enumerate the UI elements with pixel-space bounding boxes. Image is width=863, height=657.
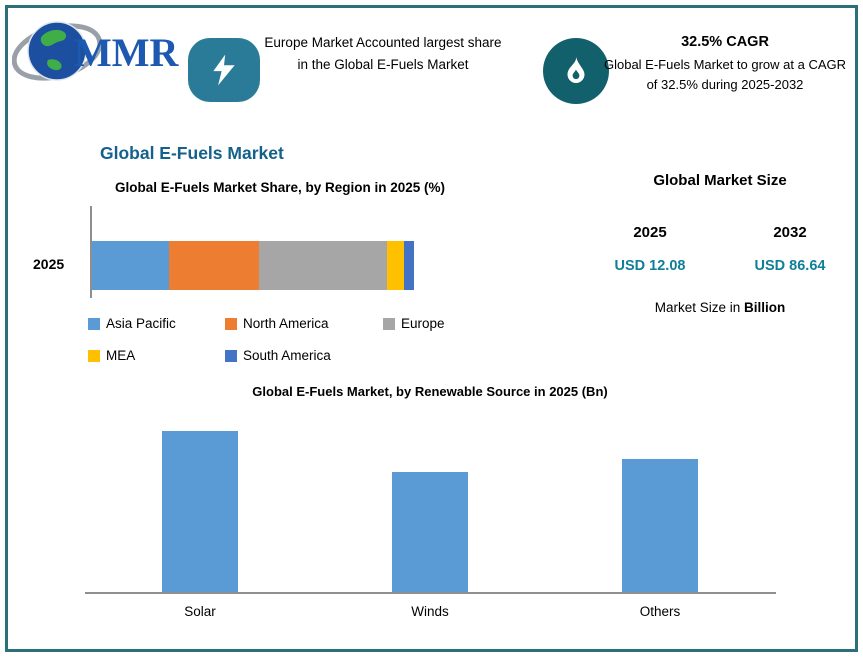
page-title: Global E-Fuels Market (100, 143, 284, 163)
lightning-badge (188, 38, 260, 102)
market-size-unit: Market Size in Billion (600, 300, 840, 315)
bar-solar (162, 431, 238, 592)
region-chart-category: 2025 (33, 256, 65, 272)
cagr-block: 32.5% CAGR Global E-Fuels Market to grow… (600, 34, 850, 95)
segment-asia-pacific (92, 241, 170, 290)
legend-label-asia-pacific: Asia Pacific (106, 316, 176, 331)
segment-south-america (404, 241, 414, 290)
logo-text: MMR (74, 30, 180, 75)
bar-label-winds: Winds (411, 604, 449, 619)
bar-label-others: Others (639, 604, 681, 619)
lightning-icon (213, 54, 235, 86)
market-size-value-2025: USD 12.08 (614, 258, 686, 274)
market-size-unit-bold: Billion (744, 300, 786, 315)
segment-europe (259, 241, 387, 290)
legend-label-mea: MEA (106, 348, 136, 363)
legend-item-asia-pacific: Asia Pacific (88, 316, 225, 331)
market-size-unit-prefix: Market Size in (654, 300, 745, 315)
cagr-title: 32.5% CAGR (681, 34, 769, 50)
source-chart-title: Global E-Fuels Market, by Renewable Sour… (252, 384, 608, 399)
region-chart-title: Global E-Fuels Market Share, by Region i… (114, 180, 446, 195)
cagr-body: Global E-Fuels Market to grow at a CAGR … (603, 57, 847, 93)
flame-badge (543, 38, 609, 104)
market-size-value-2032: USD 86.64 (754, 258, 826, 274)
legend-swatch-north-america (225, 317, 237, 330)
highlight-text: Europe Market Accounted largest share in… (264, 35, 502, 73)
flame-icon (567, 56, 585, 84)
mmr-logo: MMR (12, 21, 180, 81)
market-size-title: Global Market Size (653, 172, 787, 189)
legend-item-south-america: South America (225, 348, 383, 363)
legend-label-north-america: North America (243, 316, 329, 331)
legend-label-south-america: South America (243, 348, 331, 363)
legend-item-mea: MEA (88, 348, 225, 363)
segment-mea (386, 241, 405, 290)
bar-others (622, 459, 698, 592)
region-legend: Asia Pacific North America Europe MEA South … (88, 316, 460, 363)
source-chart-axis (85, 592, 776, 594)
market-size-year-2025: 2025 (633, 224, 667, 241)
stacked-bar (92, 241, 414, 290)
bar-label-solar: Solar (184, 604, 216, 619)
bar-winds (392, 472, 468, 592)
region-chart-axis (90, 206, 92, 298)
legend-item-north-america: North America (225, 316, 383, 331)
legend-label-europe: Europe (401, 316, 445, 331)
column-labels: Solar Winds Others (85, 604, 775, 624)
legend-swatch-europe (383, 317, 395, 330)
legend-swatch-south-america (225, 349, 237, 362)
legend-swatch-mea (88, 349, 100, 362)
legend-item-europe: Europe (383, 316, 460, 331)
market-size-year-2032: 2032 (773, 224, 807, 241)
column-plot (85, 421, 775, 592)
segment-north-america (169, 241, 260, 290)
legend-swatch-asia-pacific (88, 317, 100, 330)
